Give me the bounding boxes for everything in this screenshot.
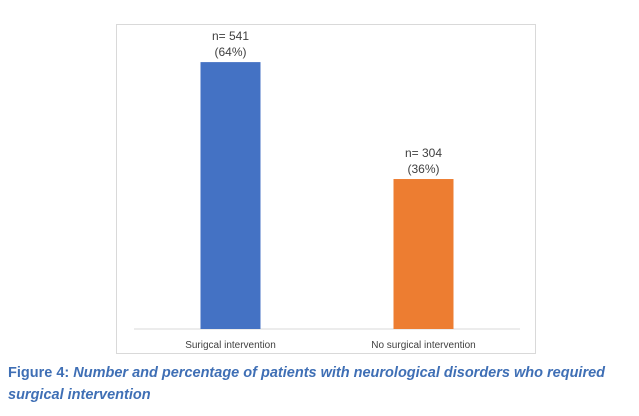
x-tick-label-1: Surigcal intervention <box>185 340 276 351</box>
chart-area: n= 541 (64%) Surigcal intervention n= 304 (3… <box>116 24 536 354</box>
data-label-percent-1: (64%) <box>214 45 246 59</box>
data-label-count-1: n= 541 <box>212 29 249 43</box>
bar-chart: n= 541 (64%) Surigcal intervention n= 304 (3… <box>134 29 520 351</box>
data-label-count-2: n= 304 <box>405 146 442 160</box>
figure-caption: Figure 4: Number and percentage of patie… <box>8 362 633 406</box>
bar-2 <box>393 179 454 329</box>
caption-lead: Figure 4: <box>8 365 74 381</box>
data-label-percent-2: (36%) <box>407 162 439 176</box>
bar-1 <box>200 62 261 330</box>
caption-text: Number and percentage of patients with n… <box>8 365 606 403</box>
x-tick-label-2: No surgical intervention <box>371 340 476 351</box>
